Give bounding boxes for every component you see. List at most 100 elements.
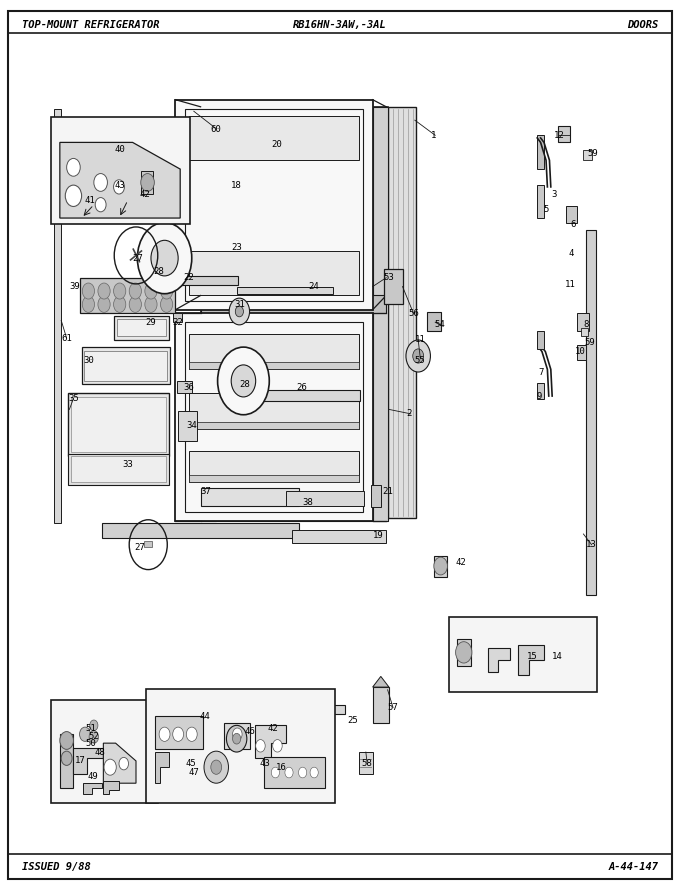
Circle shape bbox=[98, 283, 110, 299]
Circle shape bbox=[226, 725, 247, 752]
Polygon shape bbox=[68, 393, 169, 456]
Circle shape bbox=[173, 727, 184, 741]
Text: 49: 49 bbox=[88, 772, 99, 781]
Text: RB16HN-3AW,-3AL: RB16HN-3AW,-3AL bbox=[293, 20, 387, 30]
Text: 11: 11 bbox=[415, 336, 426, 344]
Text: 28: 28 bbox=[239, 380, 250, 389]
Polygon shape bbox=[175, 313, 373, 521]
Text: 46: 46 bbox=[244, 727, 255, 736]
Circle shape bbox=[233, 728, 242, 740]
Circle shape bbox=[160, 283, 173, 299]
Text: 37: 37 bbox=[201, 487, 211, 496]
Polygon shape bbox=[201, 107, 388, 521]
Polygon shape bbox=[371, 485, 381, 507]
Text: 47: 47 bbox=[188, 768, 199, 777]
Polygon shape bbox=[457, 639, 471, 666]
Circle shape bbox=[114, 296, 126, 312]
Polygon shape bbox=[537, 135, 544, 169]
Circle shape bbox=[145, 296, 157, 312]
Circle shape bbox=[186, 727, 197, 741]
Text: 58: 58 bbox=[362, 759, 373, 768]
Circle shape bbox=[310, 767, 318, 778]
Text: 26: 26 bbox=[296, 383, 307, 392]
Circle shape bbox=[141, 174, 154, 191]
Text: DOORS: DOORS bbox=[627, 20, 658, 30]
Text: 32: 32 bbox=[173, 318, 184, 327]
Polygon shape bbox=[178, 411, 197, 441]
Polygon shape bbox=[286, 491, 364, 506]
Circle shape bbox=[159, 727, 170, 741]
Polygon shape bbox=[373, 687, 389, 723]
Circle shape bbox=[231, 365, 256, 397]
Polygon shape bbox=[141, 171, 153, 194]
Polygon shape bbox=[80, 278, 175, 313]
Polygon shape bbox=[189, 451, 359, 482]
Circle shape bbox=[434, 557, 447, 575]
Circle shape bbox=[456, 642, 472, 663]
Bar bbox=[51, 117, 190, 224]
Polygon shape bbox=[102, 523, 299, 538]
Text: 45: 45 bbox=[185, 759, 196, 768]
Polygon shape bbox=[434, 556, 447, 577]
Text: 14: 14 bbox=[552, 652, 563, 661]
Text: 55: 55 bbox=[415, 356, 426, 365]
Text: 22: 22 bbox=[184, 273, 194, 282]
Polygon shape bbox=[68, 454, 169, 485]
Text: 50: 50 bbox=[85, 739, 96, 748]
Circle shape bbox=[413, 349, 424, 363]
Text: 27: 27 bbox=[134, 543, 145, 552]
Circle shape bbox=[160, 296, 173, 312]
Text: 61: 61 bbox=[61, 334, 72, 343]
Text: 59: 59 bbox=[588, 149, 598, 158]
Text: 6: 6 bbox=[571, 220, 576, 229]
Circle shape bbox=[82, 283, 95, 299]
Polygon shape bbox=[537, 331, 544, 349]
Circle shape bbox=[119, 757, 129, 770]
Circle shape bbox=[65, 185, 82, 206]
Polygon shape bbox=[173, 313, 182, 322]
Polygon shape bbox=[558, 126, 570, 142]
Text: 34: 34 bbox=[186, 421, 197, 430]
Text: 43: 43 bbox=[260, 759, 271, 768]
Bar bbox=[146, 689, 335, 803]
Text: 16: 16 bbox=[275, 763, 286, 772]
Circle shape bbox=[104, 759, 116, 775]
Circle shape bbox=[256, 740, 265, 752]
Text: 15: 15 bbox=[527, 652, 538, 661]
Text: 59: 59 bbox=[585, 338, 596, 347]
Text: 54: 54 bbox=[435, 320, 445, 329]
Text: 35: 35 bbox=[68, 394, 79, 403]
Text: 56: 56 bbox=[408, 309, 419, 318]
Circle shape bbox=[94, 174, 107, 191]
Circle shape bbox=[406, 340, 430, 372]
Text: 57: 57 bbox=[388, 703, 398, 712]
Circle shape bbox=[95, 198, 106, 212]
Polygon shape bbox=[201, 488, 299, 506]
Text: 33: 33 bbox=[122, 460, 133, 469]
Polygon shape bbox=[189, 422, 359, 429]
Text: TOP-MOUNT REFRIGERATOR: TOP-MOUNT REFRIGERATOR bbox=[22, 20, 159, 30]
Text: 27: 27 bbox=[133, 254, 143, 263]
Circle shape bbox=[151, 240, 178, 276]
Circle shape bbox=[129, 296, 141, 312]
Polygon shape bbox=[189, 334, 359, 369]
Polygon shape bbox=[189, 362, 359, 369]
Polygon shape bbox=[189, 393, 359, 429]
Circle shape bbox=[148, 245, 182, 289]
Polygon shape bbox=[103, 781, 119, 794]
Text: A-44-147: A-44-147 bbox=[608, 862, 658, 872]
Circle shape bbox=[90, 720, 98, 731]
Text: 24: 24 bbox=[309, 282, 320, 291]
Polygon shape bbox=[60, 142, 180, 218]
Polygon shape bbox=[103, 743, 136, 783]
Text: 11: 11 bbox=[564, 280, 575, 289]
Circle shape bbox=[273, 740, 282, 752]
Circle shape bbox=[61, 751, 72, 765]
Polygon shape bbox=[566, 206, 577, 222]
Text: 4: 4 bbox=[568, 249, 574, 258]
Circle shape bbox=[137, 222, 192, 294]
Text: 7: 7 bbox=[538, 368, 543, 376]
Text: 60: 60 bbox=[210, 125, 221, 134]
Text: 23: 23 bbox=[231, 243, 242, 252]
Polygon shape bbox=[577, 345, 586, 360]
